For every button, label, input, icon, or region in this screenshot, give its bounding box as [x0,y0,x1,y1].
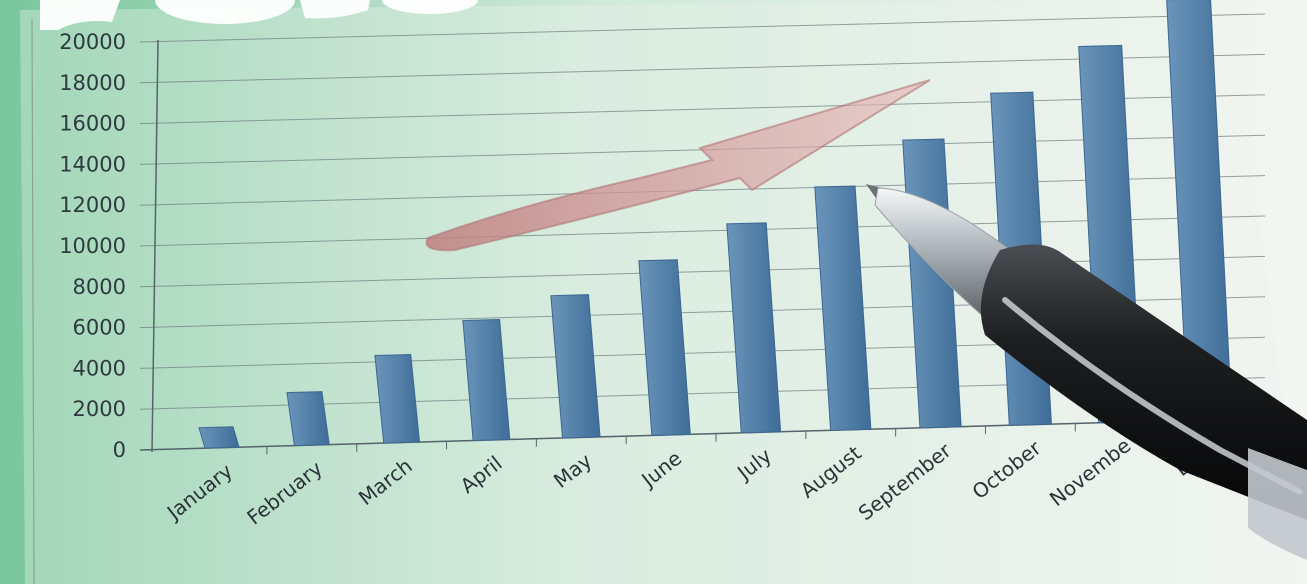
gridline-16000 [139,94,1266,125]
bar-february [286,391,330,447]
y-tick-label: 20000 [59,30,126,54]
y-tick-label: 16000 [59,112,126,136]
pen-highlight [1002,297,1303,495]
bar-march [374,354,421,444]
gridline-20000 [139,13,1266,43]
gridline-12000 [139,175,1266,206]
y-tick-label: 14000 [59,152,126,176]
bar-august [814,185,872,431]
bar-july [726,222,782,434]
y-tick-label: 4000 [73,356,126,380]
bar-june [638,259,691,436]
cropped-heading-graphic [40,0,478,30]
pen-band [1248,448,1307,560]
gridline-8000 [139,255,1266,288]
y-axis-line [151,39,159,453]
trend-arrow-icon [425,79,931,252]
bar-may [550,294,601,439]
y-tick-label: 6000 [73,316,126,340]
y-axis-ticks: 0 2000 4000 6000 8000 10000 12000 14000 16000 180… [59,30,126,462]
paper-left-edge [31,19,35,584]
y-tick-label: 10000 [59,234,126,258]
gridline-18000 [139,53,1266,84]
bar-january [198,426,240,449]
y-tick-label: 2000 [73,397,126,421]
y-tick-label: 0 [113,438,126,462]
y-tick-label: 18000 [59,71,126,95]
bar-april [462,318,511,442]
y-tick-label: 12000 [59,193,126,217]
y-tick-label: 8000 [73,275,126,299]
ballpoint-pen-icon [866,184,1307,560]
gridline-10000 [139,215,1266,247]
